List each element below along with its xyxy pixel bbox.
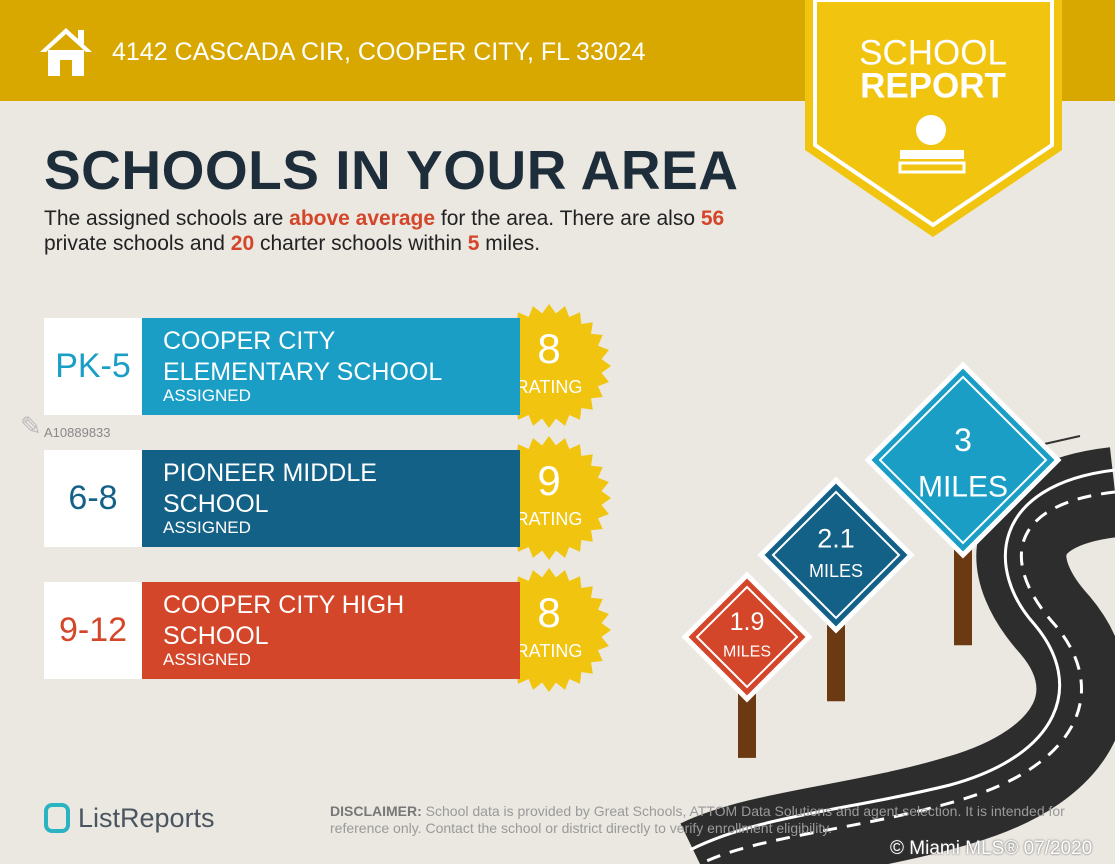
school-name: PIONEER MIDDLE SCHOOL bbox=[163, 459, 377, 518]
grades: 9-12 bbox=[44, 582, 142, 679]
sign-distance: 3 bbox=[954, 422, 972, 458]
sign-distance: 2.1 bbox=[817, 523, 855, 553]
intro-part: 20 bbox=[230, 232, 255, 255]
sign-distance: 1.9 bbox=[730, 608, 765, 636]
sign-unit: MILES bbox=[723, 643, 771, 660]
school-band: COOPER CITY ELEMENTARY SCHOOL ASSIGNED bbox=[142, 318, 520, 415]
badge-line2: REPORT bbox=[860, 66, 1006, 105]
listreports-logo bbox=[44, 803, 70, 833]
school-row: 6-8 PIONEER MIDDLE SCHOOL ASSIGNED bbox=[44, 450, 520, 547]
disclaimer-label: DISCLAIMER: bbox=[330, 803, 422, 819]
grades: 6-8 bbox=[44, 450, 142, 547]
rating-label: RATING bbox=[516, 509, 583, 529]
school-band: COOPER CITY HIGH SCHOOL ASSIGNED bbox=[142, 582, 520, 679]
badge-line1: SCHOOL bbox=[859, 33, 1007, 72]
school-status: ASSIGNED bbox=[163, 386, 251, 405]
rating: 9 bbox=[537, 457, 560, 504]
school-name: COOPER CITY HIGH SCHOOL bbox=[163, 591, 405, 650]
school-row: 9-12 COOPER CITY HIGH SCHOOL ASSIGNED bbox=[44, 582, 520, 679]
badge-border bbox=[813, 0, 1054, 228]
school-status: ASSIGNED bbox=[163, 650, 251, 669]
sign-unit: MILES bbox=[918, 470, 1008, 503]
rating: 8 bbox=[537, 589, 560, 636]
copyright: © Miami MLS® 07/2020 bbox=[890, 838, 1093, 859]
road-edge bbox=[689, 468, 1115, 852]
sign-inner bbox=[695, 585, 799, 689]
sign bbox=[757, 476, 915, 634]
logo-mark: ✎ bbox=[20, 411, 42, 441]
rating-label: RATING bbox=[516, 377, 583, 397]
intro-part: miles. bbox=[479, 232, 541, 255]
sign bbox=[864, 361, 1062, 559]
intro-part: charter schools within bbox=[254, 232, 468, 255]
house-icon bbox=[40, 28, 92, 76]
title: SCHOOLS IN YOUR AREA bbox=[44, 139, 739, 201]
intro-part: 56 bbox=[700, 207, 725, 230]
disclaimer-text: School data is provided by Great Schools… bbox=[330, 803, 1065, 836]
watermark: A10889833 bbox=[44, 425, 111, 440]
intro-part: for the area. There are also bbox=[435, 207, 701, 230]
intro-part: above average bbox=[289, 207, 436, 230]
sign-unit: MILES bbox=[809, 561, 863, 581]
grades: PK-5 bbox=[44, 318, 142, 415]
disclaimer: DISCLAIMER: School data is provided by G… bbox=[330, 803, 1090, 837]
school-status: ASSIGNED bbox=[163, 518, 251, 537]
brand: ListReports bbox=[78, 803, 215, 833]
apple-books-icon bbox=[898, 115, 966, 174]
rating: 8 bbox=[537, 325, 560, 372]
road-marker bbox=[1039, 435, 1081, 446]
intro-part: The assigned schools are bbox=[44, 207, 290, 230]
rating-label: RATING bbox=[516, 641, 583, 661]
sign-inner bbox=[878, 375, 1048, 545]
school-row: PK-5 COOPER CITY ELEMENTARY SCHOOL ASSIGNE… bbox=[44, 318, 520, 415]
sign bbox=[681, 571, 813, 703]
road-centerline bbox=[699, 490, 1115, 864]
intro-part: 5 bbox=[467, 232, 480, 255]
intro: The assigned schools are above average f… bbox=[44, 206, 784, 256]
address: 4142 CASCADA CIR, COOPER CITY, FL 33024 bbox=[112, 38, 646, 66]
school-band: PIONEER MIDDLE SCHOOL ASSIGNED bbox=[142, 450, 520, 547]
sign-inner bbox=[771, 490, 901, 620]
school-name: COOPER CITY ELEMENTARY SCHOOL bbox=[163, 327, 443, 386]
intro-part: private schools and bbox=[44, 232, 231, 255]
